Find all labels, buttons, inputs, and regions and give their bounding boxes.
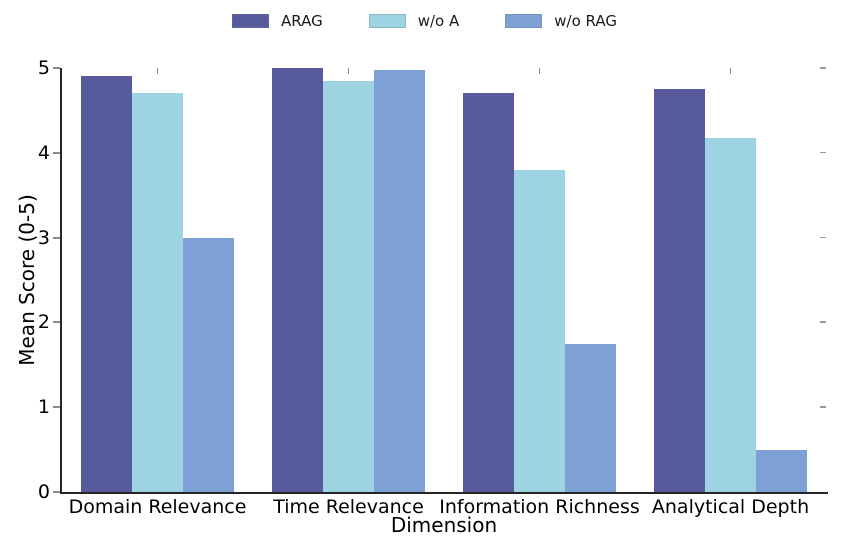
y-axis-label: Mean Score (0-5) — [15, 194, 39, 366]
bar-w-o-rag-analytical-depth — [756, 449, 807, 492]
bar-w-o-rag-time-relevance — [374, 69, 425, 492]
y-tick-label: 3 — [37, 226, 50, 249]
bar-arag-time-relevance — [272, 68, 323, 492]
top-tick — [347, 68, 349, 74]
y-tick — [53, 491, 60, 493]
legend-label: w/o RAG — [554, 12, 617, 30]
x-tick-label-domain-relevance: Domain Relevance — [68, 496, 247, 518]
bar-arag-information-richness — [463, 93, 514, 492]
legend-swatch-icon — [232, 14, 270, 28]
y-tick — [53, 236, 60, 239]
bar-arag-analytical-depth — [654, 89, 705, 492]
bar-w-o-rag-information-richness — [565, 343, 616, 492]
y-tick — [53, 151, 60, 154]
y-tick — [53, 67, 60, 69]
top-tick — [729, 68, 731, 74]
y-tick-label: 5 — [37, 57, 50, 79]
x-axis-spine — [60, 492, 828, 494]
legend: ARAG w/o A w/o RAG — [0, 13, 849, 29]
y-tick-label: 4 — [37, 141, 50, 164]
y-tick-label: 1 — [37, 396, 50, 419]
legend-item-w-o-rag: w/o RAG — [505, 13, 617, 29]
legend-label: ARAG — [281, 12, 323, 30]
bar-w-o-a-time-relevance — [323, 80, 374, 492]
top-tick — [538, 68, 540, 74]
bar-w-o-a-information-richness — [514, 169, 565, 492]
bar-w-o-a-analytical-depth — [705, 138, 756, 492]
x-tick-label-time-relevance: Time Relevance — [273, 496, 424, 518]
legend-swatch-icon — [505, 14, 543, 28]
legend-swatch-icon — [368, 14, 406, 28]
bar-w-o-a-domain-relevance — [132, 93, 183, 492]
y-axis-spine — [60, 68, 62, 494]
legend-item-arag: ARAG — [232, 13, 323, 29]
y-tick-label: 2 — [37, 311, 50, 334]
y-tick-label: 0 — [37, 481, 50, 503]
right-tick — [820, 406, 826, 408]
x-tick-label-information-richness: Information Richness — [439, 496, 640, 518]
legend-label: w/o A — [417, 12, 460, 30]
bar-arag-domain-relevance — [81, 76, 132, 492]
x-axis-label: Dimension — [390, 513, 498, 537]
x-tick-label-analytical-depth: Analytical Depth — [651, 496, 810, 518]
right-tick — [820, 67, 826, 69]
y-tick — [53, 321, 60, 324]
legend-item-w-o-a: w/o A — [368, 12, 460, 30]
right-tick — [820, 151, 826, 154]
y-tick — [53, 406, 60, 409]
right-tick — [820, 236, 826, 239]
bar-w-o-rag-domain-relevance — [183, 237, 234, 492]
top-tick — [156, 68, 158, 74]
right-tick — [820, 321, 826, 323]
